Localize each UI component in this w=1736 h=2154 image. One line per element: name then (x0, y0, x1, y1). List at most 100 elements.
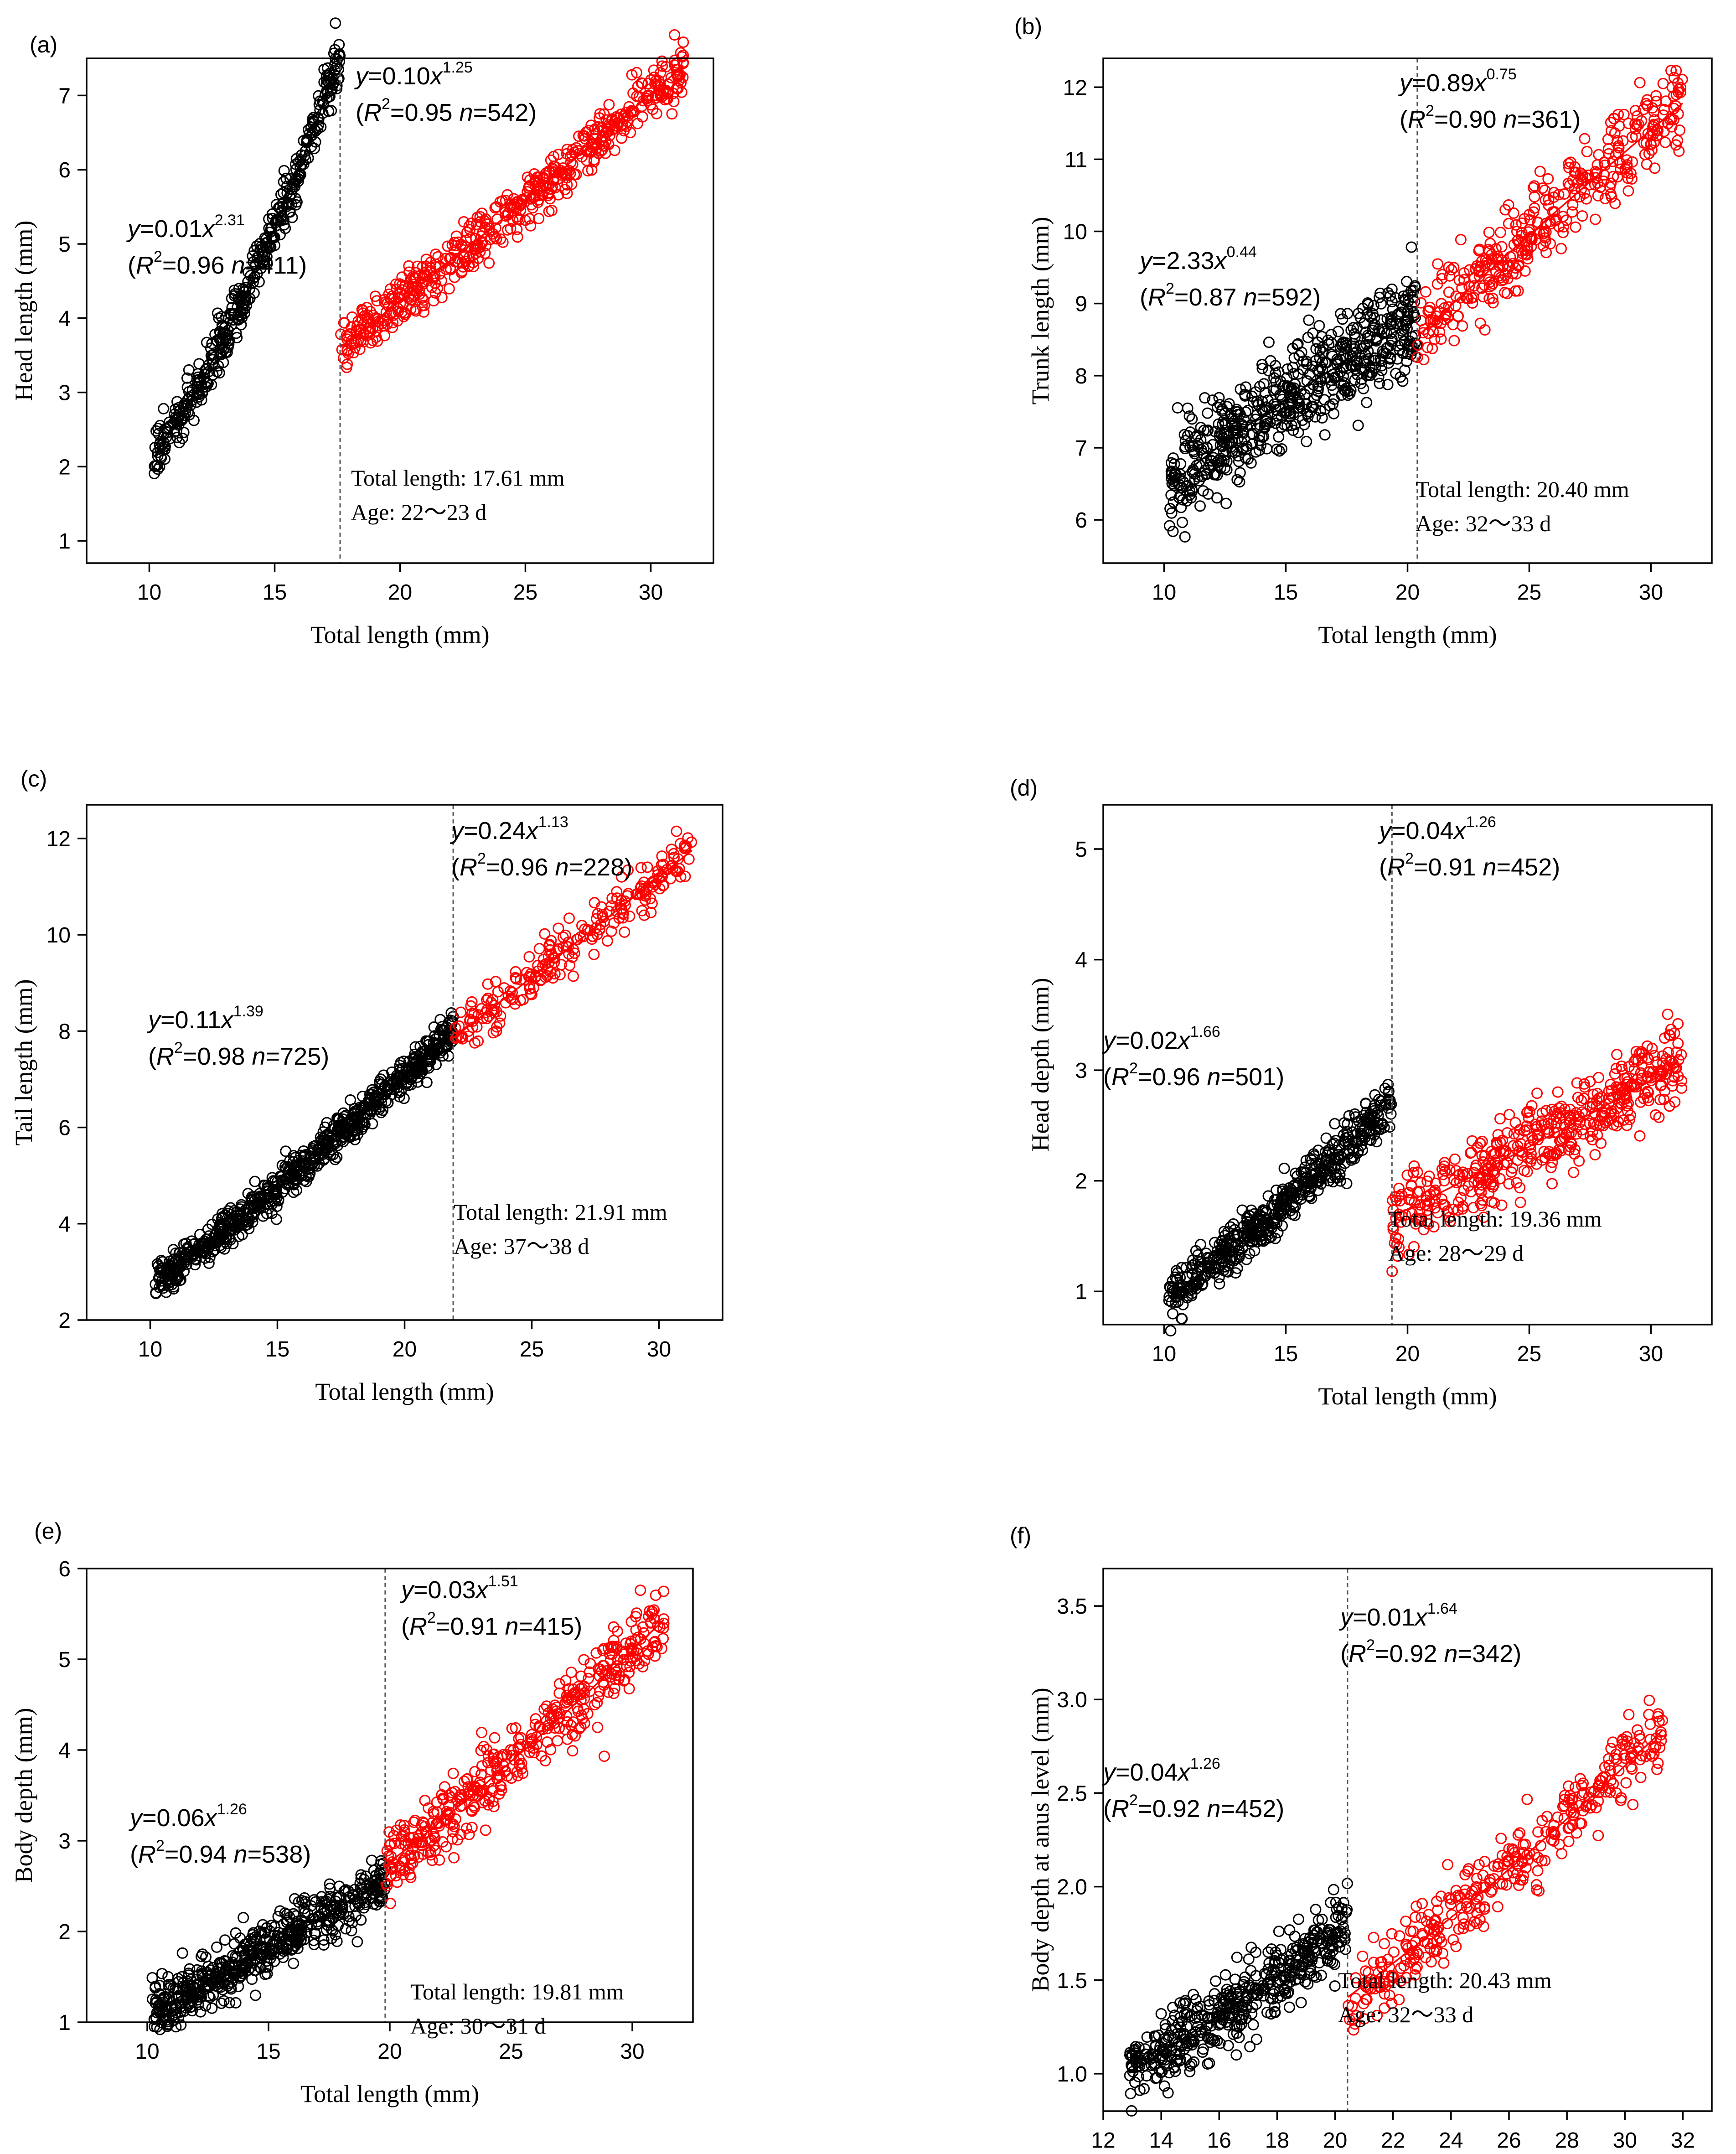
data-point (1273, 445, 1285, 457)
data-point (1207, 394, 1219, 406)
data-point (1312, 380, 1324, 392)
data-point (523, 951, 535, 963)
data-point (1607, 171, 1619, 182)
data-point (1499, 287, 1510, 299)
data-point (396, 279, 408, 291)
data-point (650, 1590, 661, 1601)
data-point (372, 320, 384, 331)
data-point (480, 239, 492, 251)
data-point (1563, 158, 1575, 170)
data-point (399, 309, 411, 321)
data-point (366, 1084, 378, 1096)
data-point (463, 220, 475, 232)
data-point (1176, 482, 1188, 493)
data-point (1371, 1136, 1383, 1148)
data-point (1198, 425, 1210, 436)
data-point (1369, 312, 1380, 324)
data-point (1262, 394, 1274, 406)
data-point (465, 217, 477, 229)
y-tick-label: 3 (58, 381, 71, 405)
data-point (1234, 467, 1246, 479)
data-point (1195, 422, 1207, 434)
data-point (450, 230, 462, 242)
data-point (1186, 413, 1198, 425)
data-point (192, 381, 204, 393)
data-point (1263, 365, 1275, 377)
data-point (1642, 100, 1653, 112)
data-point (412, 260, 424, 272)
data-point (574, 148, 585, 159)
data-point (1307, 327, 1319, 339)
data-point (1239, 390, 1251, 402)
data-point (463, 260, 475, 272)
data-point (193, 358, 205, 370)
data-point (1231, 474, 1243, 486)
data-point (1213, 392, 1225, 404)
data-point (1385, 353, 1396, 365)
data-point (1240, 381, 1252, 393)
data-point (587, 930, 599, 942)
data-point (1394, 344, 1405, 356)
data-point (1443, 286, 1455, 298)
equation-stats-stage1: (R2=0.98 n=725) (148, 1039, 329, 1070)
data-point (625, 127, 636, 139)
data-point (1233, 456, 1245, 467)
data-point (1504, 1109, 1515, 1120)
data-point (668, 848, 680, 860)
x-axis-label: Total length (mm) (1318, 621, 1497, 648)
data-point (1211, 492, 1223, 504)
fit-curve-stage1 (154, 54, 341, 457)
data-point (511, 211, 523, 223)
data-point (498, 982, 510, 994)
data-point (1642, 128, 1654, 140)
data-point (344, 328, 356, 340)
data-point (1401, 355, 1413, 367)
equation-stage1: y=0.01x2.31 (126, 212, 245, 243)
data-point (1467, 291, 1479, 303)
data-point (270, 1213, 282, 1225)
data-point (673, 70, 685, 82)
data-point (1362, 297, 1374, 309)
data-point (677, 72, 689, 83)
data-point (590, 1647, 602, 1659)
data-point (403, 266, 415, 278)
data-point (1542, 173, 1554, 185)
data-point (635, 862, 647, 874)
data-point (1325, 374, 1337, 386)
data-point (242, 1188, 254, 1200)
data-point (1421, 342, 1433, 353)
data-point (405, 294, 417, 305)
data-point (1483, 227, 1495, 238)
series-stage2-points (1411, 65, 1688, 365)
data-point (368, 1095, 380, 1107)
data-point (568, 1716, 579, 1728)
data-point (282, 1160, 294, 1172)
x-tick-label: 15 (1274, 1342, 1298, 1366)
series-stage1-points (1124, 1878, 1353, 2117)
data-point (1165, 1325, 1177, 1336)
data-point (155, 1255, 167, 1266)
data-point (483, 257, 495, 269)
data-point (440, 1038, 452, 1050)
annotation-total-length: Total length: 20.40 mm (1416, 476, 1629, 502)
data-point (480, 213, 492, 225)
equation-stats-stage1: (R2=0.87 n=592) (1140, 280, 1321, 311)
data-point (228, 1938, 240, 1950)
data-point (291, 1184, 302, 1196)
data-point (337, 1113, 349, 1125)
y-tick-label: 4 (58, 1212, 71, 1237)
y-tick-label: 9 (1075, 292, 1087, 316)
data-point (170, 1247, 181, 1259)
y-tick-label: 6 (58, 1116, 71, 1140)
data-point (526, 199, 537, 211)
data-point (1622, 118, 1634, 129)
data-point (351, 1936, 363, 1947)
data-point (1476, 255, 1488, 267)
data-point (1626, 131, 1638, 143)
data-point (218, 1995, 230, 2007)
data-point (1379, 326, 1390, 337)
equation-stage2: y=0.89x0.75 (1398, 66, 1517, 97)
data-point (368, 1086, 380, 1098)
data-point (1448, 262, 1460, 274)
data-point (442, 240, 454, 252)
